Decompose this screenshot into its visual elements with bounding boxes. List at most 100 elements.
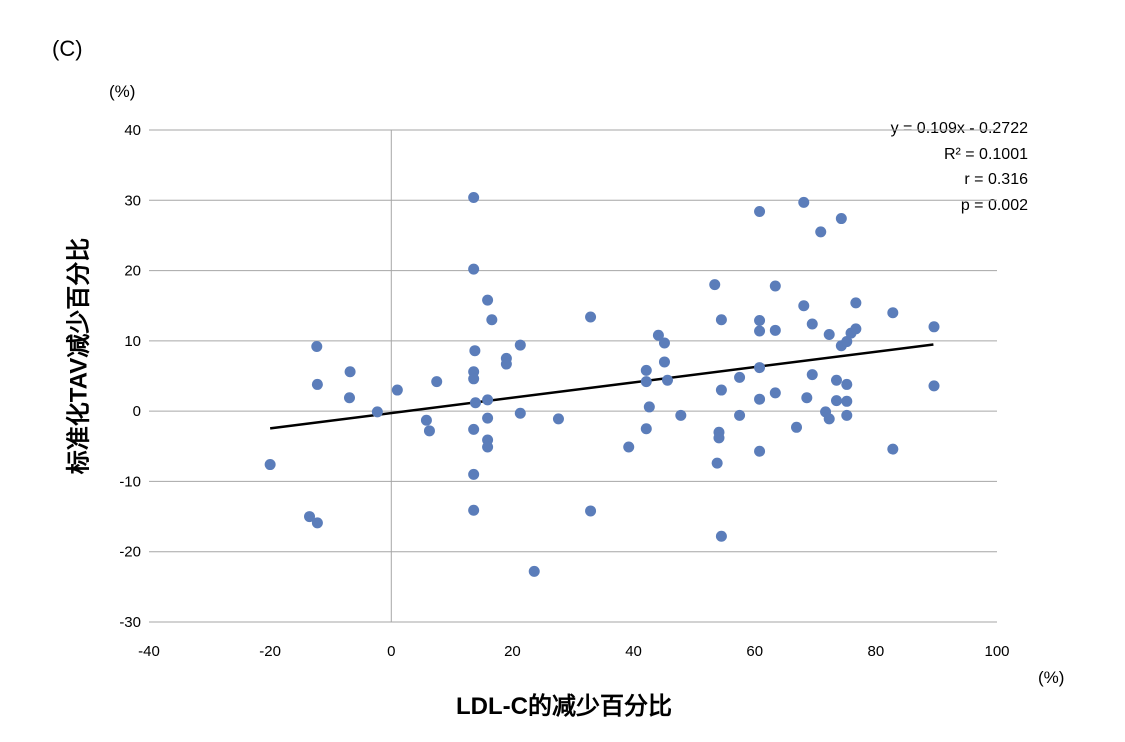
data-point <box>713 432 725 444</box>
data-point <box>734 371 746 383</box>
data-point <box>482 441 494 453</box>
x-tick-label: 80 <box>868 643 885 660</box>
data-point <box>734 409 746 421</box>
data-point <box>754 206 766 218</box>
x-tick-label: 40 <box>625 643 642 660</box>
data-point <box>769 387 781 399</box>
data-point <box>823 329 835 341</box>
y-tick-label: 30 <box>124 192 141 209</box>
data-point <box>798 196 810 208</box>
trendline-group <box>269 343 934 430</box>
data-points <box>264 191 940 577</box>
data-point <box>468 373 480 385</box>
data-point <box>887 307 899 319</box>
data-point <box>715 384 727 396</box>
data-point <box>841 336 853 348</box>
data-point <box>754 393 766 405</box>
data-point <box>887 443 899 455</box>
data-point <box>823 413 835 425</box>
x-tick-label: -40 <box>138 643 160 660</box>
data-point <box>715 314 727 326</box>
data-point <box>754 362 766 374</box>
data-point <box>486 314 498 326</box>
regression-equation: y = 0.109x - 0.2722 <box>890 120 1028 137</box>
data-point <box>420 414 432 426</box>
data-point <box>675 409 687 421</box>
data-point <box>469 345 481 357</box>
data-point <box>769 280 781 292</box>
data-point <box>640 376 652 388</box>
data-point <box>468 423 480 435</box>
data-point <box>835 213 847 225</box>
data-point <box>528 565 540 577</box>
data-point <box>585 311 597 323</box>
data-point <box>652 329 664 341</box>
panel-label: (C) <box>52 36 83 61</box>
data-point <box>391 384 403 396</box>
data-point <box>514 339 526 351</box>
trendline <box>269 343 934 430</box>
data-point <box>830 374 842 386</box>
data-point <box>431 376 443 388</box>
data-point <box>640 364 652 376</box>
data-point <box>643 401 655 413</box>
data-point <box>841 395 853 407</box>
data-point <box>371 406 383 418</box>
data-point <box>815 226 827 238</box>
data-point <box>658 337 670 349</box>
data-point <box>468 263 480 275</box>
y-axis-unit: (%) <box>109 82 136 101</box>
data-point <box>514 407 526 419</box>
data-point <box>754 314 766 326</box>
data-point <box>841 409 853 421</box>
y-tick-label: -30 <box>119 614 141 631</box>
data-point <box>264 459 276 471</box>
x-axis-unit: (%) <box>1038 668 1065 687</box>
y-tick-label: -20 <box>119 544 141 561</box>
data-point <box>552 413 564 425</box>
data-point <box>806 369 818 381</box>
data-point <box>482 394 494 406</box>
y-tick-label: 40 <box>124 122 141 139</box>
x-tick-label: 0 <box>387 643 395 660</box>
y-tick-label: 0 <box>133 403 141 420</box>
r-squared: R² = 0.1001 <box>943 145 1028 163</box>
data-point <box>500 358 512 370</box>
data-point <box>468 191 480 203</box>
data-point <box>801 392 813 404</box>
x-tick-labels: -40 -20 0 20 40 60 80 100 <box>138 643 1009 660</box>
data-point <box>830 395 842 407</box>
data-point <box>850 323 862 335</box>
x-tick-label: 60 <box>746 643 763 660</box>
data-point <box>754 445 766 457</box>
data-point <box>304 511 316 523</box>
data-point <box>311 517 323 529</box>
correlation-r: r = 0.316 <box>964 171 1028 188</box>
data-point <box>806 318 818 330</box>
data-point <box>661 374 673 386</box>
data-point <box>754 325 766 337</box>
x-axis-label: LDL-C的减少百分比 <box>456 693 672 720</box>
data-point <box>311 378 323 390</box>
data-point <box>850 297 862 309</box>
data-point <box>344 366 356 378</box>
data-point <box>841 378 853 390</box>
x-tick-label: 20 <box>504 643 521 660</box>
data-point <box>469 397 481 409</box>
data-point <box>709 279 721 291</box>
x-tick-label: -20 <box>259 643 281 660</box>
data-point <box>482 294 494 306</box>
data-point <box>468 504 480 516</box>
data-point <box>928 380 940 392</box>
data-point <box>798 300 810 312</box>
y-tick-label: -10 <box>119 473 141 490</box>
data-point <box>623 441 635 453</box>
y-tick-labels: 40 30 20 10 0 -10 -20 -30 <box>119 122 141 631</box>
data-point <box>482 412 494 424</box>
y-tick-label: 20 <box>124 263 141 280</box>
data-point <box>311 340 323 352</box>
data-point <box>791 421 803 433</box>
y-tick-label: 10 <box>124 333 141 350</box>
data-point <box>423 425 435 437</box>
